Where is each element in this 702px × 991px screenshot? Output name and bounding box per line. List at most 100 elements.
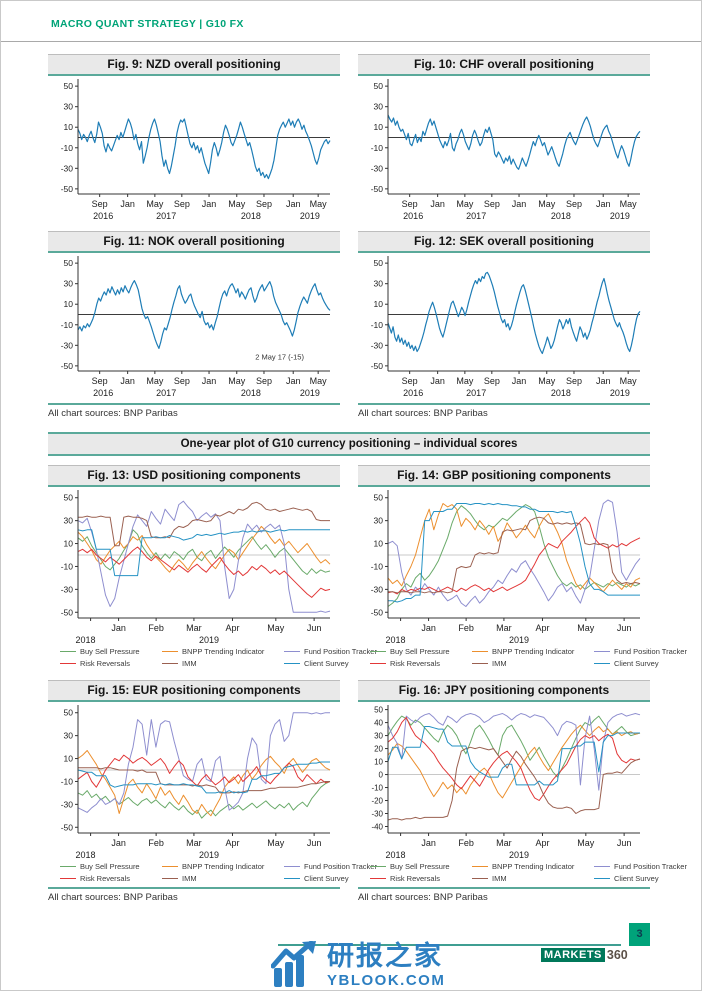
legend-swatch [162, 663, 178, 664]
legend-item-imm: IMM [162, 874, 284, 883]
svg-text:Jan: Jan [421, 838, 436, 848]
legend-swatch [284, 866, 300, 867]
svg-text:-50: -50 [371, 184, 384, 194]
chart-panel-fig14: Fig. 14: GBP positioning components 50 30… [358, 465, 687, 671]
chart-legend: Buy Sell Pressure BNPP Trending Indicator… [48, 860, 377, 883]
legend-row: Risk Reversals IMM Client Survey [370, 874, 659, 883]
svg-text:2017: 2017 [466, 211, 486, 221]
legend-swatch [472, 878, 488, 879]
svg-text:-30: -30 [371, 163, 384, 173]
svg-text:2017: 2017 [156, 211, 176, 221]
svg-text:May: May [456, 199, 474, 209]
chart-title-fig15: Fig. 15: EUR positioning components [48, 680, 340, 702]
svg-text:May: May [310, 199, 328, 209]
svg-text:50: 50 [64, 81, 74, 91]
legend-item-client-survey: Client Survey [284, 659, 349, 668]
legend-row: Buy Sell Pressure BNPP Trending Indicator… [60, 862, 377, 871]
report-header-title: MACRO QUANT STRATEGY | G10 FX [51, 18, 244, 30]
svg-text:10: 10 [64, 539, 74, 549]
svg-text:May: May [620, 376, 638, 386]
legend-swatch [472, 651, 488, 652]
svg-text:10: 10 [64, 299, 74, 309]
markets360-logo: MARKETS 360 [541, 948, 628, 962]
legend-item-imm: IMM [472, 874, 594, 883]
svg-text:Jun: Jun [617, 623, 632, 633]
svg-text:2018: 2018 [76, 635, 96, 645]
svg-text:Sep: Sep [174, 376, 190, 386]
svg-text:50: 50 [64, 708, 74, 718]
chart-fig9-nzd: 50 30 10 -10 -30 -50 Sep Jan May Sep Jan May Sep Jan M… [48, 76, 340, 222]
svg-text:2016: 2016 [93, 388, 113, 398]
page-footer: 研报之家 YBLOOK.COM MARKETS 360 3 [1, 919, 701, 990]
svg-text:-30: -30 [371, 584, 384, 594]
legend-label: BNPP Trending Indicator [182, 647, 265, 656]
chart-title-fig10: Fig. 10: CHF overall positioning [358, 54, 650, 76]
footer-rule [278, 944, 621, 946]
svg-text:30: 30 [64, 279, 74, 289]
svg-text:-30: -30 [371, 340, 384, 350]
source-note: All chart sources: BNP Paribas [48, 408, 178, 419]
svg-text:May: May [146, 199, 164, 209]
legend-swatch [162, 866, 178, 867]
chart-fig15-eur: 50 30 10 -10 -30 -50 Jan Feb Mar Apr May Jun 2018 201… [48, 702, 340, 860]
svg-text:30: 30 [374, 516, 384, 526]
legend-item-bnpp-trending-indicator: BNPP Trending Indicator [472, 862, 594, 871]
watermark: 研报之家 YBLOOK.COM [271, 941, 445, 989]
legend-swatch [284, 878, 300, 879]
svg-text:Jan: Jan [596, 376, 611, 386]
legend-item-buy-sell-pressure: Buy Sell Pressure [370, 862, 472, 871]
legend-label: BNPP Trending Indicator [492, 647, 575, 656]
legend-item-imm: IMM [162, 659, 284, 668]
chart-panel-fig13: Fig. 13: USD positioning components 50 30… [48, 465, 377, 671]
legend-item-client-survey: Client Survey [594, 874, 659, 883]
svg-text:-50: -50 [61, 184, 74, 194]
svg-text:Jan: Jan [286, 199, 301, 209]
svg-text:2019: 2019 [199, 635, 219, 645]
svg-text:Jan: Jan [421, 623, 436, 633]
legend-item-bnpp-trending-indicator: BNPP Trending Indicator [162, 862, 284, 871]
markets360-number: 360 [606, 948, 628, 962]
legend-swatch [162, 651, 178, 652]
svg-text:Mar: Mar [186, 623, 202, 633]
svg-text:Feb: Feb [148, 623, 164, 633]
svg-text:Sep: Sep [566, 376, 582, 386]
svg-text:2016: 2016 [93, 211, 113, 221]
svg-text:2016: 2016 [403, 388, 423, 398]
legend-item-fund-position-tracker: Fund Position Tracker [594, 862, 687, 871]
page-number-badge: 3 [629, 923, 650, 946]
source-row: All chart sources: BNP Paribas [358, 887, 650, 903]
source-rule [358, 887, 650, 889]
chart-panel-fig11: Fig. 11: NOK overall positioning 50 30 10 -… [48, 231, 340, 419]
svg-text:2019: 2019 [300, 388, 320, 398]
report-header: MACRO QUANT STRATEGY | G10 FX [1, 1, 701, 42]
chart-legend: Buy Sell Pressure BNPP Trending Indicator… [48, 645, 377, 668]
svg-text:2018: 2018 [386, 850, 406, 860]
legend-swatch [594, 866, 610, 867]
legend-item-risk-reversals: Risk Reversals [60, 659, 162, 668]
legend-item-imm: IMM [472, 659, 594, 668]
svg-text:Jun: Jun [307, 623, 322, 633]
svg-text:-50: -50 [61, 822, 74, 832]
legend-swatch [472, 866, 488, 867]
svg-text:-30: -30 [61, 799, 74, 809]
legend-label: Fund Position Tracker [304, 647, 377, 656]
svg-text:May: May [538, 376, 556, 386]
legend-label: Risk Reversals [80, 659, 131, 668]
svg-text:Jan: Jan [430, 199, 445, 209]
legend-label: IMM [182, 874, 197, 883]
chart-panel-fig12: Fig. 12: SEK overall positioning 50 30 10 -… [358, 231, 650, 419]
legend-row: Buy Sell Pressure BNPP Trending Indicator… [370, 862, 687, 871]
legend-label: BNPP Trending Indicator [182, 862, 265, 871]
svg-text:Sep: Sep [92, 376, 108, 386]
svg-text:Jan: Jan [111, 623, 126, 633]
legend-swatch [60, 663, 76, 664]
legend-swatch [60, 651, 76, 652]
source-rule [358, 403, 650, 405]
chart-legend: Buy Sell Pressure BNPP Trending Indicator… [358, 645, 687, 668]
legend-swatch [284, 651, 300, 652]
svg-text:Sep: Sep [174, 199, 190, 209]
source-rule [48, 403, 340, 405]
chart-fig11-nok: 50 30 10 -10 -30 -50 Sep Jan May Sep Jan May Sep Jan M… [48, 253, 340, 399]
chart-fig10-chf: 50 30 10 -10 -30 -50 Sep Jan May Sep Jan May Sep Jan M… [358, 76, 650, 222]
svg-text:2018: 2018 [386, 635, 406, 645]
